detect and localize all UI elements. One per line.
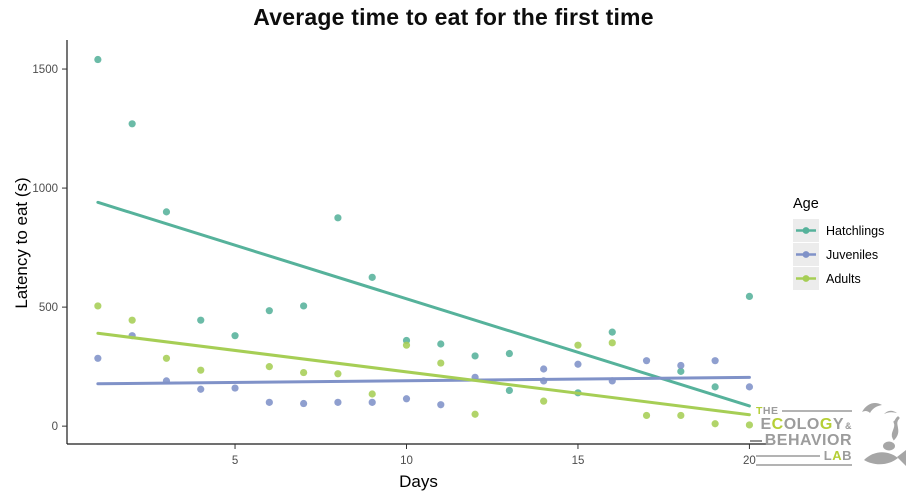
data-point-hatchlings [162, 208, 171, 216]
data-point-hatchlings [334, 214, 342, 222]
data-point-juveniles [231, 384, 239, 392]
legend-key-icon [793, 219, 819, 242]
logo-letter-segment: BEHAVIOR [764, 432, 852, 450]
logo-letter-segment: & [845, 420, 852, 431]
data-point-adults [711, 420, 719, 428]
legend-entry-adults: Adults [793, 267, 905, 290]
data-point-hatchlings [471, 352, 479, 360]
x-tick-label: 10 [400, 455, 413, 467]
x-axis-label: Days [399, 472, 438, 491]
logo-letter-segment: G [819, 415, 833, 433]
logo-letter-segment: OLO [783, 415, 820, 433]
data-point-adults [94, 302, 102, 310]
data-point-adults [574, 341, 582, 349]
data-point-hatchlings [505, 386, 513, 395]
data-point-hatchlings [437, 340, 445, 348]
y-tick-label: 1000 [32, 183, 58, 195]
data-point-hatchlings [265, 307, 273, 315]
data-point-hatchlings [231, 332, 239, 340]
logo-rule [781, 410, 852, 413]
data-point-juveniles [368, 398, 376, 406]
data-point-hatchlings [745, 292, 754, 300]
data-point-juveniles [334, 398, 342, 406]
trend-line-hatchlings [96, 200, 751, 408]
legend-label: Juveniles [826, 247, 879, 262]
legend-title: Age [793, 196, 819, 212]
data-point-adults [334, 370, 342, 378]
data-point-hatchlings [197, 316, 205, 324]
logo-line-lab: LAB [756, 448, 852, 466]
x-tick-label: 20 [743, 455, 756, 467]
logo-letter-segment: A [832, 448, 843, 464]
data-point-juveniles [540, 365, 548, 373]
logo-rule [756, 454, 820, 457]
data-point-adults [677, 411, 685, 420]
logo-line-ecology: ECOLOGY& [760, 415, 852, 433]
logo-letter-segment: T [756, 405, 763, 417]
data-point-juveniles [94, 354, 102, 362]
data-point-adults [162, 354, 171, 362]
data-point-juveniles [574, 360, 582, 368]
logo-line-behavior: BEHAVIOR [749, 432, 852, 450]
data-point-juveniles [745, 383, 754, 391]
y-tick-label: 0 [52, 421, 58, 433]
logo-letter-segment: HE [762, 405, 779, 417]
lab-logo-text: THE ECOLOGY& BEHAVIOR LAB [749, 406, 852, 466]
legend-label: Adults [826, 271, 861, 286]
data-point-hatchlings [505, 349, 513, 358]
data-point-hatchlings [608, 328, 616, 336]
y-tick-label: 1500 [32, 64, 58, 76]
x-tick-label: 15 [572, 455, 585, 467]
data-point-adults [128, 316, 136, 324]
logo-letter-segment: L [823, 448, 833, 464]
data-point-adults [197, 366, 205, 374]
legend-key-icon [793, 243, 819, 266]
data-point-adults [265, 363, 273, 371]
legend: Age Hatchlings Juveniles Adults [793, 196, 905, 291]
trend-line-adults [96, 331, 751, 417]
data-point-juveniles [300, 399, 308, 408]
logo-letter-segment: Y [832, 415, 844, 433]
logo-rule [749, 440, 762, 443]
data-point-juveniles [711, 357, 719, 365]
data-point-juveniles [677, 361, 685, 370]
legend-label: Hatchlings [826, 223, 885, 238]
data-point-adults [300, 368, 308, 377]
data-point-adults [608, 339, 616, 347]
legend-entry-hatchlings: Hatchlings [793, 219, 905, 242]
data-point-juveniles [402, 395, 411, 403]
animal-silhouettes-icon [862, 403, 906, 466]
logo-letter-segment: C [771, 415, 784, 433]
logo-letter-segment: E [760, 415, 772, 433]
data-point-adults [402, 341, 411, 349]
data-point-adults [437, 359, 445, 367]
logo-letter-segment: B [842, 448, 852, 464]
data-point-hatchlings [368, 273, 376, 281]
data-point-juveniles [437, 401, 445, 409]
data-point-adults [540, 397, 548, 405]
data-point-hatchlings [300, 302, 308, 310]
legend-key-icon [793, 267, 819, 290]
trend-line-juveniles [96, 375, 751, 386]
lab-logo: THE ECOLOGY& BEHAVIOR LAB [749, 400, 906, 472]
data-point-hatchlings [128, 120, 136, 128]
data-point-juveniles [642, 357, 651, 365]
data-point-hatchlings [677, 367, 685, 375]
data-point-adults [471, 410, 479, 418]
data-point-juveniles [197, 385, 205, 393]
x-tick-label: 5 [232, 455, 238, 467]
legend-entry-juveniles: Juveniles [793, 243, 905, 266]
data-point-adults [368, 390, 376, 398]
y-tick-label: 500 [39, 302, 58, 314]
logo-line-the: THE [756, 406, 852, 417]
legend-entries: Hatchlings Juveniles Adults [793, 219, 905, 290]
data-point-adults [642, 411, 651, 420]
data-point-hatchlings [94, 55, 102, 64]
data-point-adults [745, 421, 754, 429]
data-point-hatchlings [711, 383, 719, 391]
data-point-juveniles [265, 398, 273, 406]
chart-title: Average time to eat for the first time [253, 4, 654, 30]
